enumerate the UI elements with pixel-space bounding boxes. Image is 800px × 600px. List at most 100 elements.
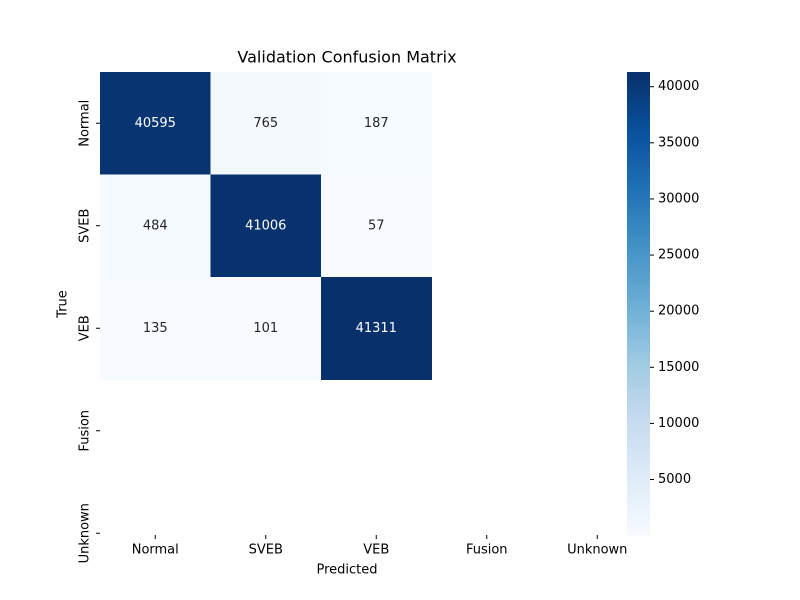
colorbar-segment (627, 419, 650, 424)
colorbar-segment (627, 187, 650, 193)
colorbar-segment (627, 500, 650, 505)
colorbar-segment (627, 322, 650, 328)
colorbar-segment (627, 72, 650, 77)
colorbar-segment (627, 318, 650, 324)
colorbar-segment (627, 338, 650, 343)
colorbar-segment (627, 288, 650, 293)
colorbar-segment (627, 326, 650, 332)
colorbar-segment (627, 149, 650, 154)
x-tick-label: SVEB (249, 543, 283, 558)
colorbar-segment (627, 480, 650, 486)
colorbar-tick-label: 25000 (658, 248, 699, 263)
colorbar-segment (627, 183, 650, 189)
colorbar-segment (627, 442, 650, 447)
colorbar-segment (627, 407, 650, 413)
colorbar-segment (627, 199, 650, 204)
colorbar-segment (627, 531, 650, 536)
colorbar-segment (627, 372, 650, 378)
heatmap-cell (321, 174, 432, 278)
colorbar-segment (627, 160, 650, 166)
heatmap-cell (210, 174, 322, 278)
colorbar-segment (627, 106, 650, 112)
colorbar-segment (627, 284, 650, 289)
colorbar-segment (627, 272, 650, 278)
colorbar-segment (627, 180, 650, 185)
colorbar-segment (627, 392, 650, 397)
cell-value-label: 41006 (245, 218, 286, 233)
colorbar-segment (627, 430, 650, 436)
colorbar-segment (627, 311, 650, 316)
colorbar-segment (627, 384, 650, 389)
heatmap-cell (100, 174, 211, 278)
colorbar-segment (627, 218, 650, 224)
colorbar-segment (627, 477, 650, 482)
colorbar-segment (627, 214, 650, 220)
colorbar-tick-label: 5000 (658, 472, 691, 487)
colorbar-segment (627, 488, 650, 494)
colorbar-segment (627, 245, 650, 251)
cell-value-label: 765 (253, 116, 278, 131)
colorbar-segment (627, 453, 650, 459)
colorbar-tick-label: 15000 (658, 360, 699, 375)
colorbar-segment (627, 126, 650, 131)
colorbar-segment (627, 141, 650, 146)
colorbar-segment (627, 145, 650, 150)
colorbar-tick-label: 35000 (658, 135, 699, 150)
colorbar-segment (627, 164, 650, 170)
colorbar-segment (627, 295, 650, 301)
y-axis-label: True (56, 290, 71, 319)
cell-value-label: 41311 (356, 321, 397, 336)
colorbar-tick-label: 20000 (658, 304, 699, 319)
colorbar-segment (627, 303, 650, 308)
colorbar-segment (627, 334, 650, 339)
x-tick-label: Unknown (567, 543, 627, 558)
cell-value-label: 187 (364, 116, 389, 131)
colorbar-segment (627, 191, 650, 197)
colorbar-segment (627, 230, 650, 235)
colorbar-segment (627, 156, 650, 162)
colorbar-segment (627, 122, 650, 127)
colorbar-segment (627, 172, 650, 177)
colorbar-segment (627, 380, 650, 386)
colorbar-segment (627, 153, 650, 158)
colorbar-segment (627, 315, 650, 320)
colorbar-segment (627, 307, 650, 312)
cell-value-label: 101 (253, 321, 278, 336)
colorbar-segment (627, 411, 650, 416)
colorbar-segment (627, 515, 650, 521)
colorbar-segment (627, 357, 650, 362)
colorbar-segment (627, 203, 650, 208)
colorbar-tick-label: 10000 (658, 416, 699, 431)
colorbar-segment (627, 102, 650, 108)
colorbar-segment (627, 349, 650, 355)
colorbar-segment (627, 118, 650, 123)
heatmap-cell (100, 72, 211, 175)
y-tick-label: Unknown (78, 503, 93, 563)
x-tick-label: VEB (363, 543, 389, 558)
cell-value-label: 40595 (135, 116, 176, 131)
colorbar-segment (627, 261, 650, 266)
colorbar-segment (627, 342, 650, 347)
colorbar-segment (627, 291, 650, 297)
colorbar-segment (627, 511, 650, 517)
colorbar-segment (627, 226, 650, 231)
x-axis-label: Predicted (316, 563, 377, 578)
colorbar-segment (627, 195, 650, 200)
colorbar-segment (627, 484, 650, 490)
colorbar-segment (627, 388, 650, 393)
colorbar-segment (627, 396, 650, 401)
colorbar-segment (627, 234, 650, 239)
colorbar-segment (627, 83, 650, 89)
colorbar-segment (627, 176, 650, 181)
colorbar-segment (627, 469, 650, 474)
colorbar-segment (627, 438, 650, 443)
colorbar-segment (627, 450, 650, 455)
colorbar-segment (627, 168, 650, 173)
colorbar-segment (627, 114, 650, 119)
colorbar-segment (627, 527, 650, 532)
colorbar-segment (627, 87, 650, 92)
colorbar-segment (627, 237, 650, 243)
colorbar-segment (627, 257, 650, 262)
colorbar-segment (627, 426, 650, 432)
colorbar-segment (627, 276, 650, 281)
